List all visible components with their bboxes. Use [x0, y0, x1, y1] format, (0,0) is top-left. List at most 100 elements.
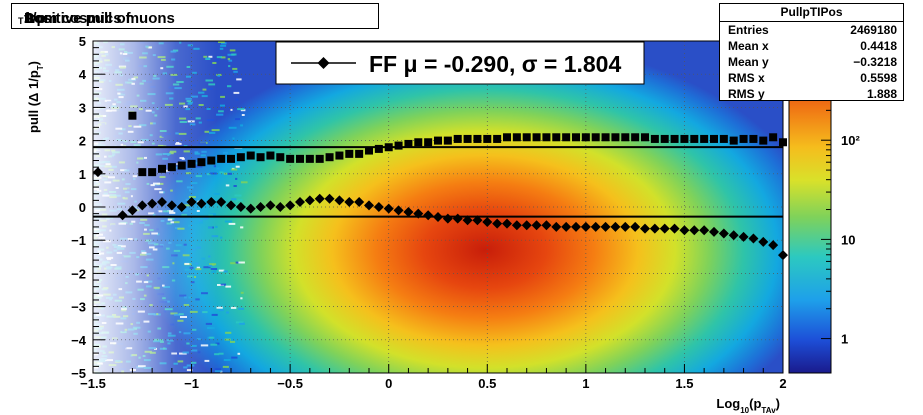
z-axis: 1 10 10² — [821, 92, 860, 347]
point-mean — [166, 200, 177, 211]
y-tick-label: −4 — [71, 333, 87, 348]
legend-entry: FF μ = -0.290, σ = 1.804 — [369, 51, 621, 77]
point-sigma — [384, 143, 393, 152]
point-sigma — [453, 134, 462, 143]
stats-row-rms-x: RMS x 0.5598 — [728, 71, 897, 85]
point-sigma — [276, 153, 285, 162]
point-sigma — [434, 136, 442, 145]
point-sigma — [522, 133, 531, 142]
y-tick-label: 3 — [79, 100, 86, 115]
point-sigma — [404, 139, 413, 148]
y-tick-label: −5 — [71, 366, 86, 381]
x-tick-label: 0 — [385, 376, 392, 391]
point-sigma — [660, 134, 669, 143]
point-mean — [216, 197, 227, 208]
point-mean — [610, 221, 621, 232]
x-tick-label: −1.5 — [80, 376, 106, 391]
point-sigma — [710, 134, 718, 143]
point-mean — [196, 198, 207, 209]
point-mean — [709, 226, 719, 237]
point-mean — [147, 198, 158, 209]
point-mean — [92, 167, 103, 178]
point-mean — [235, 202, 246, 212]
point-mean — [482, 216, 493, 227]
point-sigma — [562, 133, 571, 142]
point-mean — [423, 210, 434, 221]
point-mean — [699, 225, 710, 236]
point-sigma — [719, 134, 728, 143]
z-tick-label: 10² — [841, 133, 860, 148]
point-mean — [324, 193, 335, 204]
point-mean — [433, 211, 443, 222]
point-mean — [571, 221, 581, 232]
point-sigma — [197, 158, 206, 167]
stats-title: PullpTIPos — [720, 4, 903, 22]
point-sigma — [739, 134, 748, 143]
point-sigma — [611, 133, 620, 142]
y-axis-title: pull (Δ 1/pT) — [26, 61, 45, 133]
point-mean — [452, 213, 463, 224]
point-mean — [659, 223, 670, 234]
point-mean — [748, 233, 759, 244]
point-sigma — [463, 134, 472, 143]
point-sigma — [167, 163, 176, 172]
x-axis-title: Log10(pTAv) — [716, 396, 780, 415]
point-mean — [334, 195, 345, 206]
point-sigma — [256, 153, 265, 162]
point-mean — [354, 197, 365, 208]
point-mean — [117, 210, 128, 221]
point-mean — [600, 221, 611, 232]
point-sigma — [512, 133, 521, 142]
point-mean — [738, 231, 749, 242]
x-tick-label: −1 — [184, 376, 199, 391]
point-sigma — [355, 149, 364, 158]
point-sigma — [641, 133, 649, 142]
point-mean — [304, 195, 315, 206]
point-mean — [413, 208, 424, 219]
point-sigma — [769, 133, 778, 142]
point-mean — [551, 221, 562, 232]
point-sigma — [158, 164, 166, 173]
stats-row-entries: Entries 2469180 — [728, 23, 897, 37]
point-sigma — [177, 161, 186, 170]
chart-title: Positive pull of Δ 1/p T from cosmics muo… — [18, 10, 175, 27]
point-mean — [383, 203, 394, 214]
point-sigma — [335, 151, 344, 160]
point-mean — [728, 230, 739, 241]
stats-box: PullpTIPos Entries 2469180 Mean x 0.4418 M… — [719, 3, 904, 101]
point-sigma — [207, 156, 216, 165]
point-sigma — [424, 138, 433, 147]
y-tick-label: 5 — [79, 34, 86, 49]
point-sigma — [128, 111, 137, 120]
point-sigma — [552, 133, 561, 142]
point-mean — [561, 221, 572, 232]
point-sigma — [690, 134, 699, 143]
point-mean — [186, 197, 197, 208]
y-tick-label: −3 — [71, 300, 86, 315]
point-sigma — [581, 133, 590, 142]
point-mean — [176, 202, 187, 212]
point-sigma — [227, 154, 235, 163]
point-mean — [314, 193, 325, 204]
point-sigma — [631, 133, 640, 142]
point-sigma — [443, 136, 452, 145]
point-mean — [521, 220, 532, 231]
x-tick-label: 2 — [779, 376, 786, 391]
y-axis: −5 −4 −3 −2 −1 0 1 2 3 4 5 — [71, 34, 105, 381]
point-mean — [275, 202, 286, 212]
point-sigma — [473, 134, 482, 143]
point-sigma — [493, 134, 502, 143]
point-mean — [462, 215, 473, 226]
point-sigma — [601, 133, 610, 142]
point-mean — [157, 197, 167, 208]
point-mean — [630, 221, 641, 232]
stats-row-rms-y: RMS y 1.888 — [728, 87, 897, 101]
point-sigma — [483, 134, 492, 143]
y-tick-label: 4 — [79, 67, 87, 82]
point-sigma — [779, 138, 787, 147]
point-mean — [768, 240, 779, 251]
y-tick-label: −1 — [71, 233, 86, 248]
z-tick-label: 10 — [841, 232, 855, 247]
point-sigma — [187, 159, 196, 168]
